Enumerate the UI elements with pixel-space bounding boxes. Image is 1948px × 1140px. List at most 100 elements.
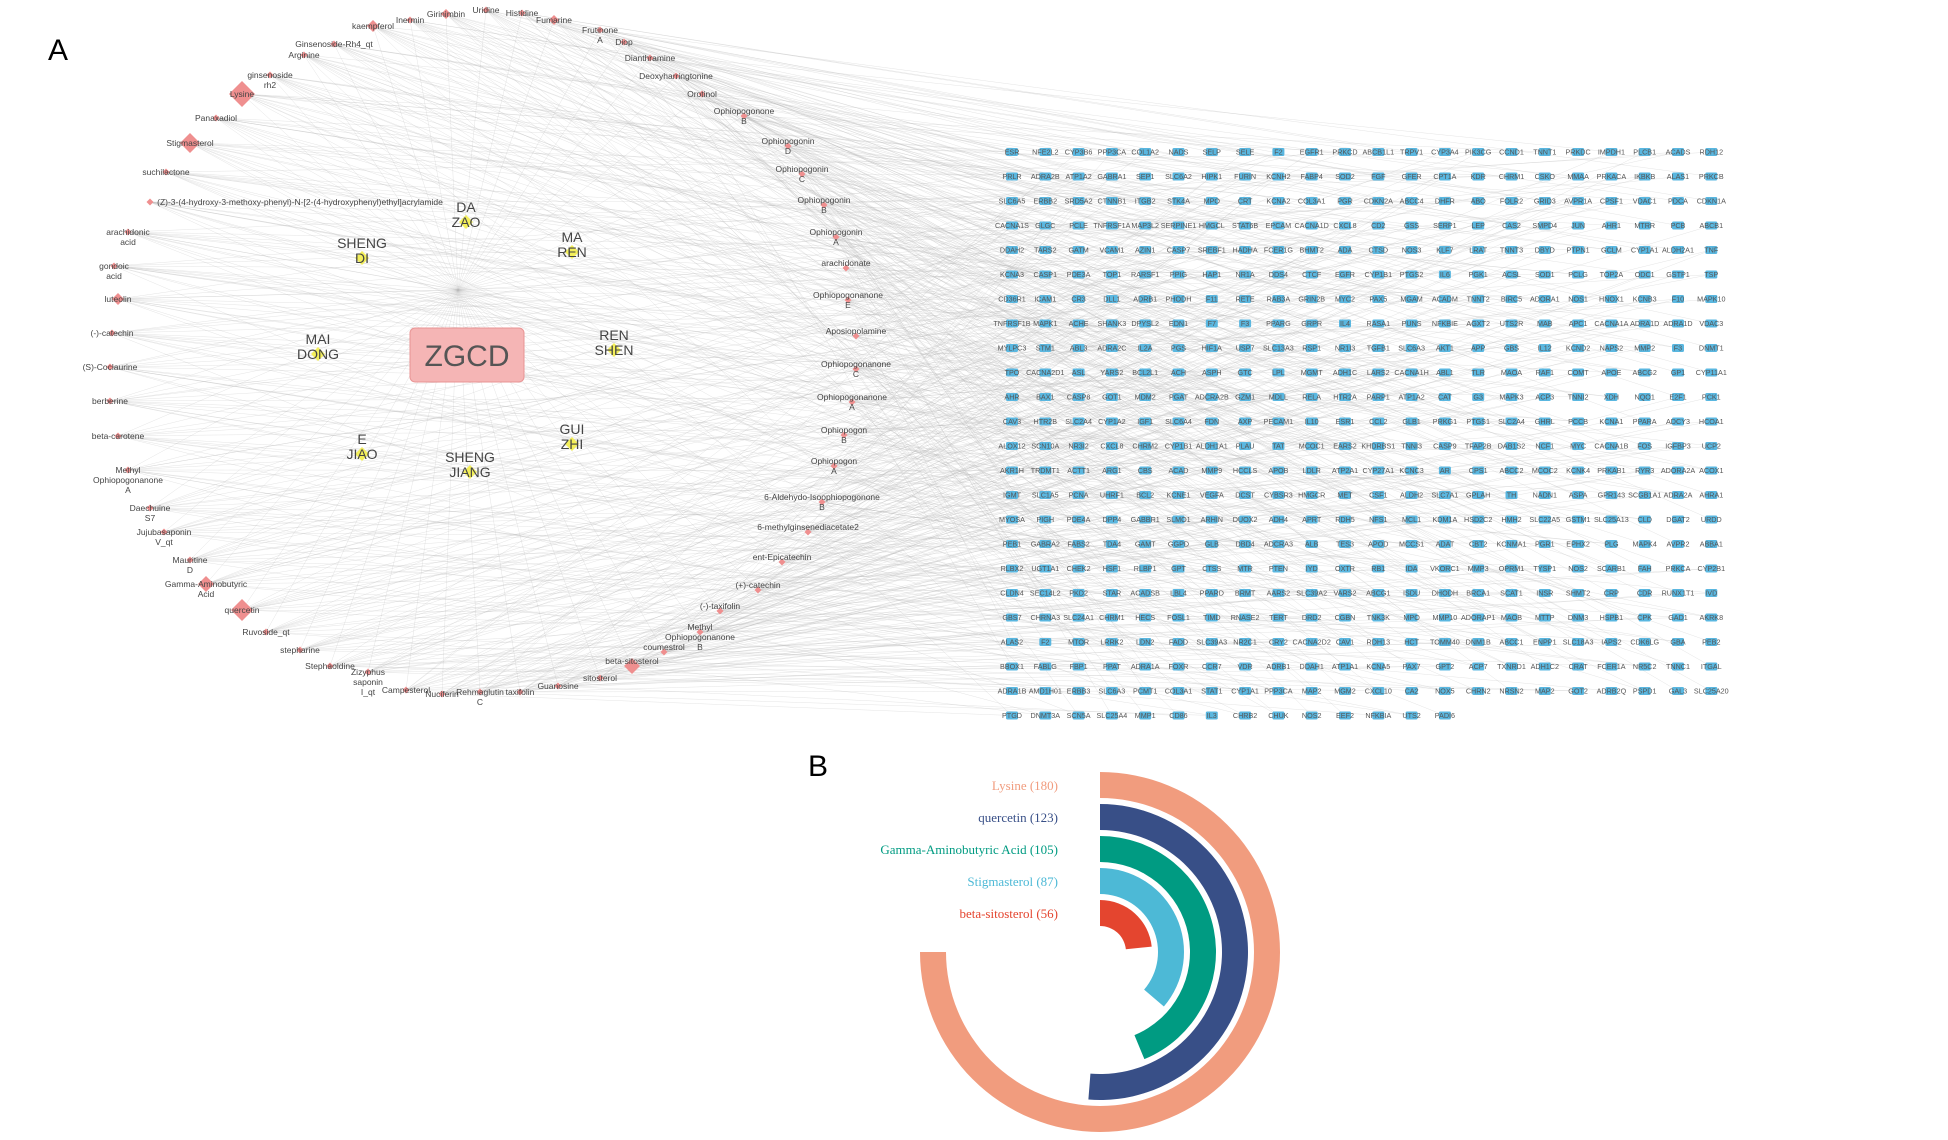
target-node: AVPR2 xyxy=(1666,540,1689,549)
target-label: DDS4 xyxy=(1269,270,1288,279)
target-marker xyxy=(1405,564,1418,573)
target-node: MMAA xyxy=(1567,172,1589,181)
target-marker xyxy=(1538,393,1551,401)
target-label: PGR1 xyxy=(1535,540,1555,549)
target-marker xyxy=(1006,270,1018,279)
target-label: GRID3 xyxy=(1534,197,1556,206)
compound-diamond xyxy=(784,142,792,150)
target-marker xyxy=(1172,662,1185,671)
compound-diamond xyxy=(476,688,484,696)
compound-label-line: Acid xyxy=(198,589,215,599)
target-marker xyxy=(1572,270,1585,279)
target-label: GLB1 xyxy=(1402,417,1420,426)
target-label: MAB xyxy=(1537,319,1553,328)
target-node: TRDMT1 xyxy=(1031,466,1060,475)
target-marker xyxy=(1339,662,1351,671)
target-label: DPYSL2 xyxy=(1131,319,1159,328)
target-node: DLL1 xyxy=(1103,295,1120,304)
target-label: MDM2 xyxy=(1135,393,1156,402)
target-node: CBS xyxy=(1138,466,1153,475)
target-label: BHMT2 xyxy=(1300,246,1324,255)
target-marker xyxy=(1372,711,1385,720)
compound-label-line: 6-Aldehydo-Isoophiopogonone xyxy=(764,492,880,502)
target-node: CGBN xyxy=(1335,613,1356,622)
target-marker xyxy=(1139,442,1152,450)
compound-node: Orotinol xyxy=(687,89,717,99)
target-marker xyxy=(1205,417,1218,426)
target-node: SOD2 xyxy=(1335,172,1355,181)
target-node: RDH12 xyxy=(1700,148,1724,157)
target-marker xyxy=(1172,466,1185,475)
target-label: SLC1A5 xyxy=(1032,491,1059,500)
target-marker xyxy=(1672,540,1684,548)
target-node: EGFR1 xyxy=(1300,148,1324,157)
target-node: GPLAH xyxy=(1466,491,1490,500)
compound-node: Guanosine xyxy=(537,681,578,691)
target-node: MAPK10 xyxy=(1697,295,1725,304)
target-label: APOE xyxy=(1601,368,1621,377)
target-marker xyxy=(1538,687,1551,695)
target-node: INSR xyxy=(1536,589,1553,598)
target-label: NOS2 xyxy=(1302,711,1322,720)
target-marker xyxy=(1372,221,1385,230)
target-label: ATP1A2 xyxy=(1398,393,1424,402)
target-node: ALAS2 xyxy=(1001,638,1023,647)
target-label: CDKN1A xyxy=(1697,197,1726,206)
target-node: ADORA2A xyxy=(1661,466,1696,475)
herb-label: MAI DONG xyxy=(297,331,339,362)
target-label: KCNK4 xyxy=(1566,466,1590,475)
target-label: ACSL xyxy=(1502,270,1521,279)
target-node: RETE xyxy=(1236,295,1255,304)
herb-label-line: SHENG xyxy=(337,235,387,251)
target-label: HTR2A xyxy=(1333,393,1357,402)
target-node: VARS2 xyxy=(1333,589,1356,598)
compound-node: Fumarine xyxy=(536,15,572,25)
target-marker xyxy=(1305,662,1318,671)
target-marker xyxy=(1305,319,1318,328)
target-label: PIK3CG xyxy=(1465,148,1492,157)
target-node: MAPK1 xyxy=(1033,319,1057,328)
target-node: NOS2 xyxy=(1568,564,1588,573)
target-node: SLC6A4 xyxy=(1165,417,1192,426)
target-marker xyxy=(1172,638,1185,646)
target-label: HCCLS xyxy=(1233,466,1258,475)
compound-node: arachidonic acid xyxy=(106,227,150,247)
compound-node: Ophiopogonanone C xyxy=(821,359,891,379)
target-marker xyxy=(1105,221,1118,230)
herb-label-line: ZAO xyxy=(452,214,481,230)
compound-diamond xyxy=(296,646,304,654)
compound-node: stepharine xyxy=(280,645,320,655)
target-label: HSD2C2 xyxy=(1464,515,1492,524)
target-node: MTTP xyxy=(1535,613,1555,622)
compound-node: Diop xyxy=(615,37,633,47)
compound-label-line: (+)-catechin xyxy=(735,580,780,590)
target-marker xyxy=(1039,344,1052,352)
target-node: SCARB1 xyxy=(1597,564,1626,573)
target-label: CLD xyxy=(1638,515,1652,524)
compound-node: Ophiopogon A xyxy=(811,456,858,476)
target-label: F3 xyxy=(1241,319,1249,328)
target-node: RB1 xyxy=(1371,564,1385,573)
target-label: ARHIN xyxy=(1201,515,1223,524)
target-label: KCNA1 xyxy=(1599,417,1623,426)
target-node: KCNA2 xyxy=(1266,197,1290,206)
target-label: E2F1 xyxy=(1669,393,1686,402)
target-marker xyxy=(1472,246,1485,254)
target-node: HCCLS xyxy=(1233,466,1258,475)
compound-diamond xyxy=(516,688,524,696)
herb-label: SHENG JIANG xyxy=(445,449,495,480)
target-node: EPCAM xyxy=(1266,221,1292,230)
target-node: NQO1 xyxy=(1635,393,1655,402)
target-marker xyxy=(1638,319,1651,328)
target-marker xyxy=(1705,687,1718,695)
compound-node: Ophiopogonanone A xyxy=(817,392,887,412)
compound-node: 6-Aldehydo-Isoophiopogonone B xyxy=(764,492,880,512)
target-node: CYP1B1 xyxy=(1365,270,1393,279)
target-marker xyxy=(1438,368,1451,377)
target-marker xyxy=(1072,638,1085,646)
target-label: IMPDH1 xyxy=(1598,148,1625,157)
target-node: GTC xyxy=(1238,368,1253,377)
herb-label: MA REN xyxy=(557,229,587,260)
target-label: TNNC1 xyxy=(1666,662,1690,671)
compound-node: Ophiopogonin A xyxy=(810,227,863,247)
